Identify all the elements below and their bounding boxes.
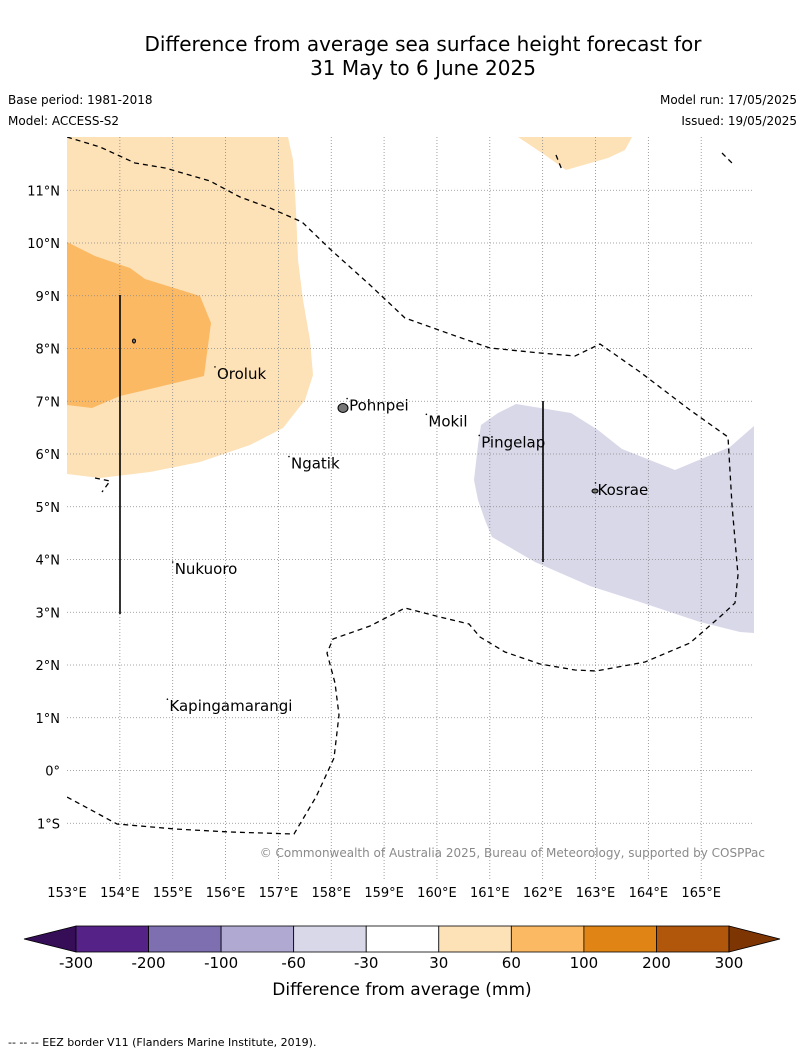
colorbar-bin bbox=[583, 925, 657, 953]
forecast-transects bbox=[119, 295, 544, 614]
eez-legend-note: -- -- -- EEZ border V11 (Flanders Marine… bbox=[8, 1036, 317, 1049]
eez-border-fragment-3 bbox=[555, 154, 563, 171]
place-label: Pingelap bbox=[481, 433, 545, 451]
colorbar-bin bbox=[293, 925, 367, 953]
eez-borders bbox=[67, 137, 739, 835]
place-label: Ngatik bbox=[291, 455, 340, 473]
lon-tick-label: 164°E bbox=[629, 886, 669, 901]
longitude-tick-labels: 153°E 154°E 155°E 156°E 157°E 158°E 159°E 160°E… bbox=[47, 886, 721, 901]
colorbar-tick-label: 60 bbox=[502, 954, 521, 972]
lat-tick-label: 10°N bbox=[27, 237, 60, 252]
colorbar-tick-label: -200 bbox=[132, 954, 166, 972]
lat-tick-label: 9°N bbox=[36, 290, 61, 305]
lat-tick-label: 6°N bbox=[36, 448, 61, 463]
anomaly-30-60-region-north bbox=[518, 137, 632, 170]
chart-title: Difference from average sea surface heig… bbox=[0, 32, 804, 80]
lon-tick-label: 153°E bbox=[47, 886, 87, 901]
colorbar-title: Difference from average (mm) bbox=[272, 980, 531, 1000]
place-label: Nukuoro bbox=[175, 560, 238, 578]
colorbar-bin bbox=[75, 925, 149, 953]
base-period: Base period: 1981-2018 bbox=[8, 93, 153, 107]
lat-tick-label: 1°N bbox=[36, 712, 61, 727]
lon-tick-label: 157°E bbox=[259, 886, 299, 901]
eez-border-fragment-2 bbox=[721, 152, 733, 164]
colorbar bbox=[23, 925, 781, 953]
place-label: Kapingamarangi bbox=[169, 697, 292, 715]
place-marker bbox=[166, 698, 169, 700]
lon-tick-label: 163°E bbox=[576, 886, 616, 901]
lon-tick-label: 159°E bbox=[364, 886, 404, 901]
colorbar-tick-label: -30 bbox=[354, 954, 379, 972]
model-name: Model: ACCESS-S2 bbox=[8, 114, 120, 128]
lat-lon-grid bbox=[67, 137, 754, 880]
place-marker bbox=[214, 366, 216, 368]
lat-tick-label: 0° bbox=[45, 765, 60, 780]
lat-tick-label: 5°N bbox=[36, 501, 61, 516]
model-run: Model run: 17/05/2025 bbox=[659, 93, 797, 107]
eez-border-north bbox=[67, 137, 739, 835]
place-label: Pohnpei bbox=[349, 397, 409, 415]
place-label: Mokil bbox=[428, 412, 467, 430]
colorbar-tick-label: -300 bbox=[59, 954, 93, 972]
title-line-1: Difference from average sea surface heig… bbox=[144, 32, 702, 56]
colorbar-bin bbox=[365, 925, 440, 953]
kosrae-island bbox=[591, 488, 599, 494]
islands bbox=[132, 338, 599, 494]
colorbar-bin bbox=[656, 925, 730, 953]
lon-tick-label: 155°E bbox=[153, 886, 193, 901]
lat-tick-label: 7°N bbox=[36, 395, 61, 410]
place-labels: Oroluk Pohnpei Mokil Pingelap Ngatik Kosrae Nu… bbox=[166, 365, 649, 715]
place-marker bbox=[288, 455, 290, 458]
anomaly-fields bbox=[67, 137, 754, 633]
colorbar-tick-label: 200 bbox=[642, 954, 671, 972]
place-marker bbox=[594, 482, 597, 484]
colorbar-bin bbox=[438, 925, 512, 953]
lat-tick-label: 2°N bbox=[36, 659, 61, 674]
place-marker bbox=[346, 397, 348, 400]
place-marker bbox=[425, 413, 428, 416]
colorbar-bin bbox=[148, 925, 222, 953]
issued-date: Issued: 19/05/2025 bbox=[681, 114, 797, 128]
lon-tick-label: 156°E bbox=[206, 886, 246, 901]
latitude-tick-labels: 11°N 10°N 9°N 8°N 7°N 6°N 5°N 4°N 3°N 2°N 1°N 0° 1°S bbox=[27, 184, 60, 832]
lon-tick-label: 158°E bbox=[311, 886, 351, 901]
colorbar-tick-label: -100 bbox=[204, 954, 238, 972]
colorbar-bin bbox=[220, 925, 295, 953]
anomaly-60-100-region bbox=[67, 242, 211, 408]
lon-tick-label: 162°E bbox=[523, 886, 563, 901]
colorbar-tick-label: 300 bbox=[715, 954, 744, 972]
lat-tick-label: 8°N bbox=[36, 343, 61, 358]
lat-tick-label: 4°N bbox=[36, 554, 61, 569]
title-line-2: 31 May to 6 June 2025 bbox=[310, 56, 536, 80]
lon-tick-label: 165°E bbox=[681, 886, 721, 901]
colorbar-tick-labels: -300 -200 -100 -60 -30 30 60 100 200 300 bbox=[59, 954, 743, 972]
place-label: Oroluk bbox=[217, 365, 266, 383]
colorbar-tick-label: 100 bbox=[570, 954, 599, 972]
lat-tick-label: 1°S bbox=[37, 817, 60, 832]
oroluk-reef bbox=[132, 338, 136, 344]
place-marker bbox=[478, 434, 481, 437]
lon-tick-label: 160°E bbox=[417, 886, 457, 901]
pohnpei-island bbox=[337, 403, 349, 413]
place-marker bbox=[171, 561, 174, 563]
colorbar-tick-label: 30 bbox=[429, 954, 448, 972]
copyright-notice: © Commonwealth of Australia 2025, Bureau… bbox=[260, 846, 765, 860]
lat-tick-label: 11°N bbox=[27, 184, 60, 199]
lon-tick-label: 154°E bbox=[100, 886, 140, 901]
place-label: Kosrae bbox=[598, 481, 649, 499]
forecast-map: Oroluk Pohnpei Mokil Pingelap Ngatik Kosrae Nu… bbox=[23, 137, 781, 1000]
lon-tick-label: 161°E bbox=[470, 886, 510, 901]
colorbar-low-extend bbox=[23, 925, 77, 953]
anomaly-neg30-neg60-region bbox=[474, 404, 754, 633]
lat-tick-label: 3°N bbox=[36, 606, 61, 621]
colorbar-tick-label: -60 bbox=[281, 954, 306, 972]
colorbar-bin bbox=[510, 925, 585, 953]
colorbar-high-extend bbox=[728, 925, 781, 953]
eez-border-fragment-1 bbox=[94, 477, 112, 493]
